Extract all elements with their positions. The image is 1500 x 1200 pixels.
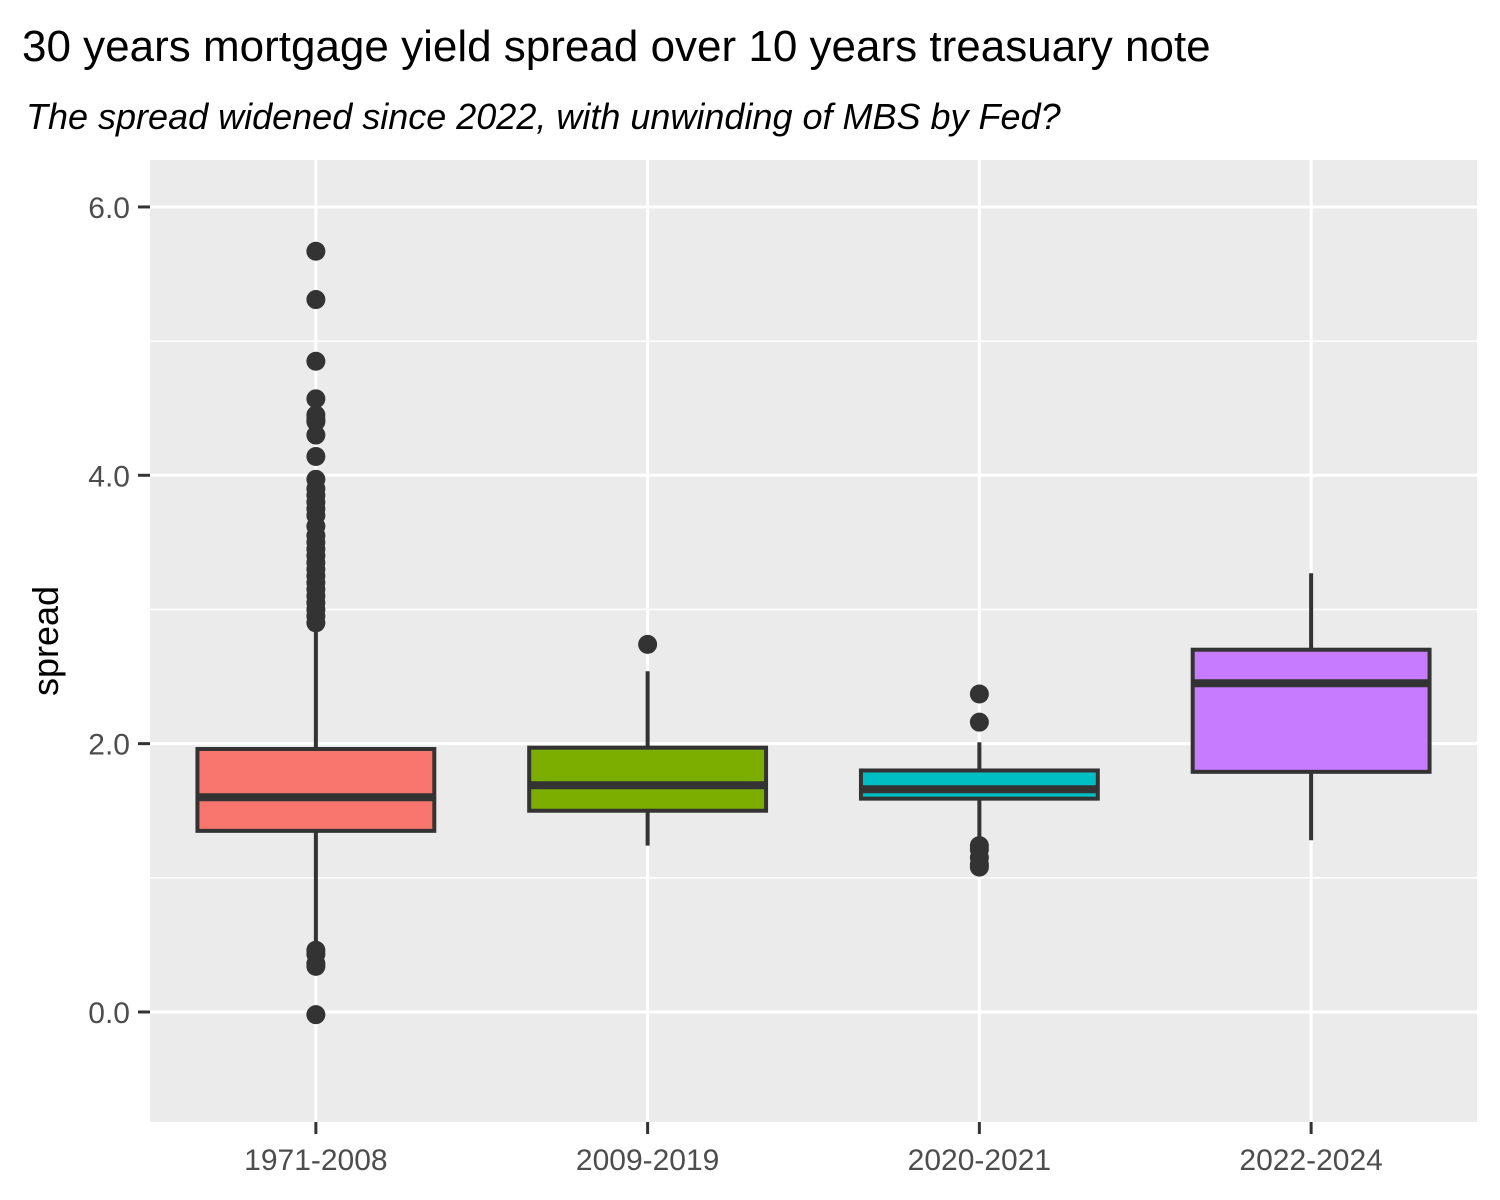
- chart-subtitle: The spread widened since 2022, with unwi…: [26, 96, 1061, 137]
- outlier-point: [306, 290, 326, 310]
- outlier-point: [306, 1005, 326, 1025]
- outlier-point: [306, 412, 326, 432]
- y-axis: 0.0 2.0 4.0 6.0: [88, 192, 150, 1030]
- x-tick-label: 2022-2024: [1239, 1144, 1382, 1177]
- y-tick-label: 0.0: [88, 997, 130, 1030]
- outlier-point: [638, 634, 658, 654]
- box-iqr: [195, 747, 437, 833]
- y-axis-label: spread: [25, 586, 66, 696]
- chart-title: 30 years mortgage yield spread over 10 y…: [22, 22, 1211, 71]
- y-tick-label: 2.0: [88, 729, 130, 762]
- outlier-point: [306, 425, 326, 445]
- x-axis: 1971-2008 2009-2019 2020-2021 2022-2024: [244, 1122, 1383, 1177]
- x-tick-label: 1971-2008: [244, 1144, 387, 1177]
- box-iqr: [1190, 647, 1432, 774]
- outlier-point: [969, 857, 989, 877]
- grid-minor: [150, 340, 1477, 879]
- outlier-point: [306, 351, 326, 371]
- box-iqr: [527, 745, 769, 813]
- outlier-point: [969, 712, 989, 732]
- x-tick-label: 2020-2021: [908, 1144, 1051, 1177]
- box-group: [1190, 573, 1432, 841]
- boxes-layer: [195, 241, 1432, 1025]
- outlier-point: [306, 956, 326, 976]
- outlier-point: [306, 241, 326, 261]
- outlier-point: [306, 447, 326, 467]
- box-group: [195, 241, 437, 1025]
- box-group: [527, 634, 769, 846]
- outlier-point: [306, 613, 326, 633]
- box-iqr: [858, 768, 1100, 801]
- box-group: [858, 684, 1100, 877]
- outlier-point: [969, 684, 989, 704]
- y-tick-label: 4.0: [88, 460, 130, 493]
- plot-panel: [150, 160, 1477, 1122]
- outlier-point: [306, 389, 326, 409]
- x-tick-label: 2009-2019: [576, 1144, 719, 1177]
- y-tick-label: 6.0: [88, 192, 130, 225]
